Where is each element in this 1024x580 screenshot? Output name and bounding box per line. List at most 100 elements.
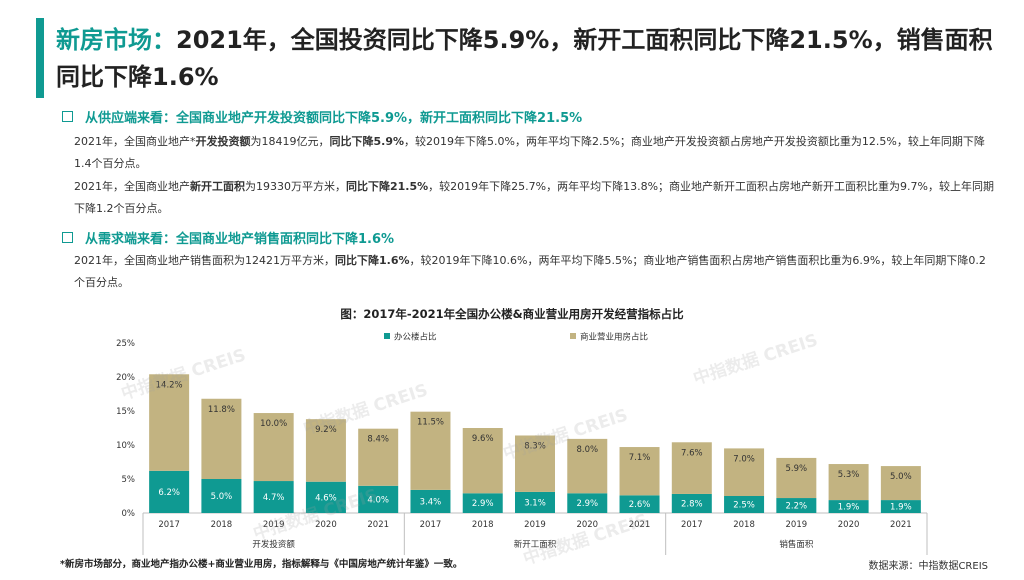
section-heading-text: 从需求端来看：全国商业地产销售面积同比下降1.6% [85,232,395,247]
data-label: 8.3% [524,441,546,451]
y-tick-label: 15% [116,407,135,417]
text-run: ，较2019年下降25.7%，两年平均下降13.8%；商业地产新开工面积占房地产… [74,180,994,215]
data-label: 5.3% [838,470,860,480]
footnote: *新房市场部分，商业地产指办公楼+商业营业用房，指标解释与《中国房地产统计年鉴》… [60,559,463,570]
data-label: 5.9% [786,464,808,474]
bar-segment [253,413,294,482]
x-tick-label: 2017 [158,520,180,530]
data-label: 8.4% [367,435,389,445]
data-label: 1.9% [838,503,860,513]
square-bullet-icon [62,232,73,243]
data-label: 7.6% [681,448,703,458]
data-label: 2.8% [681,499,703,509]
x-tick-label: 2017 [681,520,703,530]
bar-segment [671,493,712,513]
bar-segment [671,442,712,494]
title-rest: 2021年，全国投资同比下降5.9%，新开工面积同比下降21.5%，销售面积同比… [56,26,993,91]
y-tick-label: 10% [116,441,135,451]
group-label: 开发投资额 [252,539,295,550]
bar-segment [776,498,817,513]
data-label: 2.6% [629,500,651,510]
data-label: 2.5% [733,501,755,511]
data-label: 2.2% [786,502,808,512]
x-tick-label: 2018 [733,520,755,530]
text-run-bold: 同比下降1.6% [335,254,410,267]
data-label: 5.0% [211,492,233,502]
bar-segment [358,485,399,513]
data-label: 2.9% [576,499,598,509]
data-label: 1.9% [890,503,912,513]
text-run: 为18419亿元， [250,135,330,148]
bar-segment [567,493,608,513]
x-tick-label: 2020 [838,520,860,530]
text-run: 2021年，全国商业地产* [74,135,196,148]
text-run-bold: 同比下降21.5% [346,180,429,193]
y-tick-label: 5% [122,475,136,485]
text-run-bold: 新开工面积 [190,180,245,193]
bar-segment [462,493,503,513]
text-run: 2021年，全国商业地产 [74,180,190,193]
text-run: 为19330万平方米， [245,180,346,193]
text-run-bold: 同比下降5.9% [329,135,405,148]
x-tick-label: 2018 [211,520,233,530]
bar-segment [201,479,242,513]
data-source: 数据来源：中指数据CREIS [868,561,988,572]
bar-segment [619,495,660,513]
data-label: 7.1% [629,453,651,463]
x-tick-label: 2020 [315,520,337,530]
data-label: 4.0% [367,495,389,505]
square-bullet-icon [62,111,73,122]
bar-segment [724,448,765,496]
data-label: 10.0% [260,419,287,429]
y-tick-label: 20% [116,373,135,383]
bar-segment [462,428,503,494]
bar-segment [724,496,765,513]
text-run: ，较2019年下降5.0%，两年平均下降2.5%；商业地产开发投资额占房地产开发… [74,135,985,170]
bar-segment [776,457,817,499]
x-tick-label: 2021 [367,520,389,530]
data-label: 14.2% [156,380,183,390]
legend-swatch [570,333,576,339]
text-run: ，较2019年下降10.6%，两年平均下降5.5%；商业地产销售面积占房地产销售… [74,254,986,289]
section-heading-demand: 从需求端来看：全国商业地产销售面积同比下降1.6% [62,228,394,247]
bar-segment [305,481,346,513]
section-heading-supply: 从供应端来看：全国商业地产开发投资额同比下降5.9%，新开工面积同比下降21.5… [62,107,582,126]
y-tick-label: 0% [122,509,136,519]
bar-segment [880,500,921,513]
data-label: 4.7% [263,493,285,503]
data-label: 3.1% [524,498,546,508]
bar-segment [305,419,346,482]
paragraph-sales: 2021年，全国商业地产销售面积为12421万平方米，同比下降1.6%，较201… [74,250,994,294]
y-tick-label: 25% [116,339,135,349]
bar-segment [149,470,190,513]
page-title: 新房市场：2021年，全国投资同比下降5.9%，新开工面积同比下降21.5%，销… [56,22,1006,96]
legend-swatch [384,333,390,339]
section-heading-text: 从供应端来看：全国商业地产开发投资额同比下降5.9%，新开工面积同比下降21.5… [85,111,583,126]
title-highlight: 新房市场： [56,26,176,54]
bar-segment [253,481,294,513]
data-label: 8.0% [576,445,598,455]
x-tick-label: 2019 [263,520,285,530]
bar-segment [149,374,190,471]
x-tick-label: 2020 [576,520,598,530]
data-label: 9.2% [315,425,337,435]
bar-segment [515,491,555,513]
x-tick-label: 2017 [420,520,442,530]
bar-segment [410,411,451,490]
chart-area: 图：2017年-2021年全国办公楼&商业营业用房开发经营指标占比 办公楼占比 商业… [0,300,1024,576]
bar-segment [358,428,399,486]
group-label: 新开工面积 [514,539,557,550]
data-label: 3.4% [420,497,442,507]
chart-title: 图：2017年-2021年全国办公楼&商业营业用房开发经营指标占比 [340,307,684,321]
bar-segment [567,438,608,494]
data-label: 5.0% [890,472,912,482]
x-tick-label: 2021 [890,520,912,530]
paragraph-investment: 2021年，全国商业地产*开发投资额为18419亿元，同比下降5.9%，较201… [74,131,994,175]
data-label: 2.9% [472,499,494,509]
data-label: 11.5% [417,418,444,428]
title-accent-bar [36,18,44,98]
x-tick-label: 2019 [786,520,808,530]
group-label: 销售面积 [779,539,814,550]
bar-segment [515,435,555,492]
